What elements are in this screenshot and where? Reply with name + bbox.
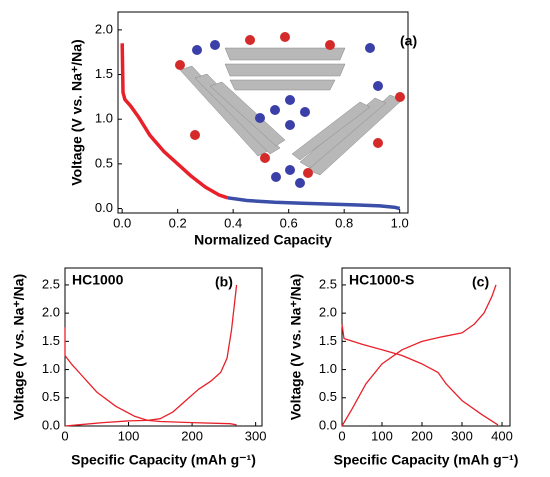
y-tick-label: 1.0 (319, 361, 337, 376)
oxygen-atom (175, 60, 185, 70)
sample-label: HC1000-S (349, 272, 414, 288)
x-tick-label: 200 (181, 428, 203, 443)
sodium-ion (271, 172, 281, 182)
graphene-layer (209, 81, 286, 147)
y-tick-label: 0.0 (319, 417, 337, 432)
y-axis-label: Voltage (V vs. Na⁺/Na) (69, 39, 85, 185)
x-tick-label: 400 (491, 428, 513, 443)
y-tick-label: 1.5 (319, 333, 337, 348)
data-line (120, 43, 229, 200)
y-tick-label: 2.5 (42, 276, 60, 291)
sample-label: HC1000 (72, 272, 124, 288)
graphene-layer (229, 79, 336, 91)
panel-annotation: (a) (400, 33, 417, 49)
sodium-ion (285, 165, 295, 175)
data-line (64, 284, 238, 427)
x-tick-label: 1.0 (391, 215, 409, 230)
oxygen-atom (245, 35, 255, 45)
y-tick-label: 1.5 (42, 333, 60, 348)
sodium-ion (192, 45, 202, 55)
x-tick-label: 0.6 (280, 215, 298, 230)
x-axis-label: Specific Capacity (mAh g⁻¹) (71, 452, 256, 468)
sodium-ion (210, 40, 220, 50)
data-line (64, 327, 237, 426)
y-tick-label: 0.0 (95, 200, 113, 215)
x-tick-label: 200 (411, 428, 433, 443)
y-tick-label: 1.0 (95, 111, 113, 126)
x-tick-label: 0.2 (169, 215, 187, 230)
y-tick-label: 2.0 (95, 21, 113, 36)
y-tick-label: 0.5 (42, 389, 60, 404)
y-tick-label: 1.0 (42, 361, 60, 376)
graphene-layer (194, 73, 281, 155)
graphene-layer (224, 63, 346, 77)
y-tick-label: 1.5 (95, 66, 113, 81)
data-line (341, 284, 497, 427)
panel-annotation: (b) (215, 274, 233, 290)
x-tick-label: 0.8 (335, 215, 353, 230)
x-tick-label: 300 (451, 428, 473, 443)
y-axis-label: Voltage (V vs. Na⁺/Na) (288, 274, 304, 420)
oxygen-atom (373, 138, 383, 148)
x-tick-label: 0.0 (113, 215, 131, 230)
plot-frame (64, 267, 263, 427)
sodium-ion (295, 178, 305, 188)
x-tick-label: 100 (118, 428, 140, 443)
sodium-ion (285, 95, 295, 105)
oxygen-atom (280, 32, 290, 42)
x-tick-label: 0 (338, 428, 345, 443)
graphene-layer (179, 65, 271, 157)
graphene-layer (291, 101, 371, 161)
y-tick-label: 0.5 (95, 155, 113, 170)
oxygen-atom (395, 92, 405, 102)
y-tick-label: 2.0 (319, 305, 337, 320)
y-tick-label: 0.5 (319, 389, 337, 404)
x-axis-label: Normalized Capacity (194, 232, 332, 248)
y-tick-label: 0.0 (42, 417, 60, 432)
y-tick-label: 2.0 (42, 305, 60, 320)
x-tick-label: 300 (245, 428, 267, 443)
x-axis-label: Specific Capacity (mAh g⁻¹) (334, 452, 519, 468)
oxygen-atom (303, 168, 313, 178)
data-line (227, 196, 401, 211)
x-tick-label: 100 (371, 428, 393, 443)
x-tick-label: 0 (61, 428, 68, 443)
graphene-layer (299, 97, 387, 169)
sodium-ion (255, 113, 265, 123)
sodium-ion (285, 120, 295, 130)
plot-frame (341, 267, 511, 427)
plot-frame (117, 11, 409, 214)
panel-annotation: (c) (472, 274, 489, 290)
sodium-ion (300, 107, 310, 117)
x-tick-label: 0.4 (224, 215, 242, 230)
y-axis-label: Voltage (V vs. Na⁺/Na) (11, 274, 27, 420)
y-tick-label: 2.5 (319, 276, 337, 291)
sodium-ion (365, 43, 375, 53)
sodium-ion (373, 81, 383, 91)
structure-illustration (175, 32, 405, 188)
oxygen-atom (260, 153, 270, 163)
graphene-layer (224, 47, 346, 61)
data-line (341, 324, 499, 426)
sodium-ion (270, 105, 280, 115)
oxygen-atom (190, 130, 200, 140)
oxygen-atom (325, 40, 335, 50)
